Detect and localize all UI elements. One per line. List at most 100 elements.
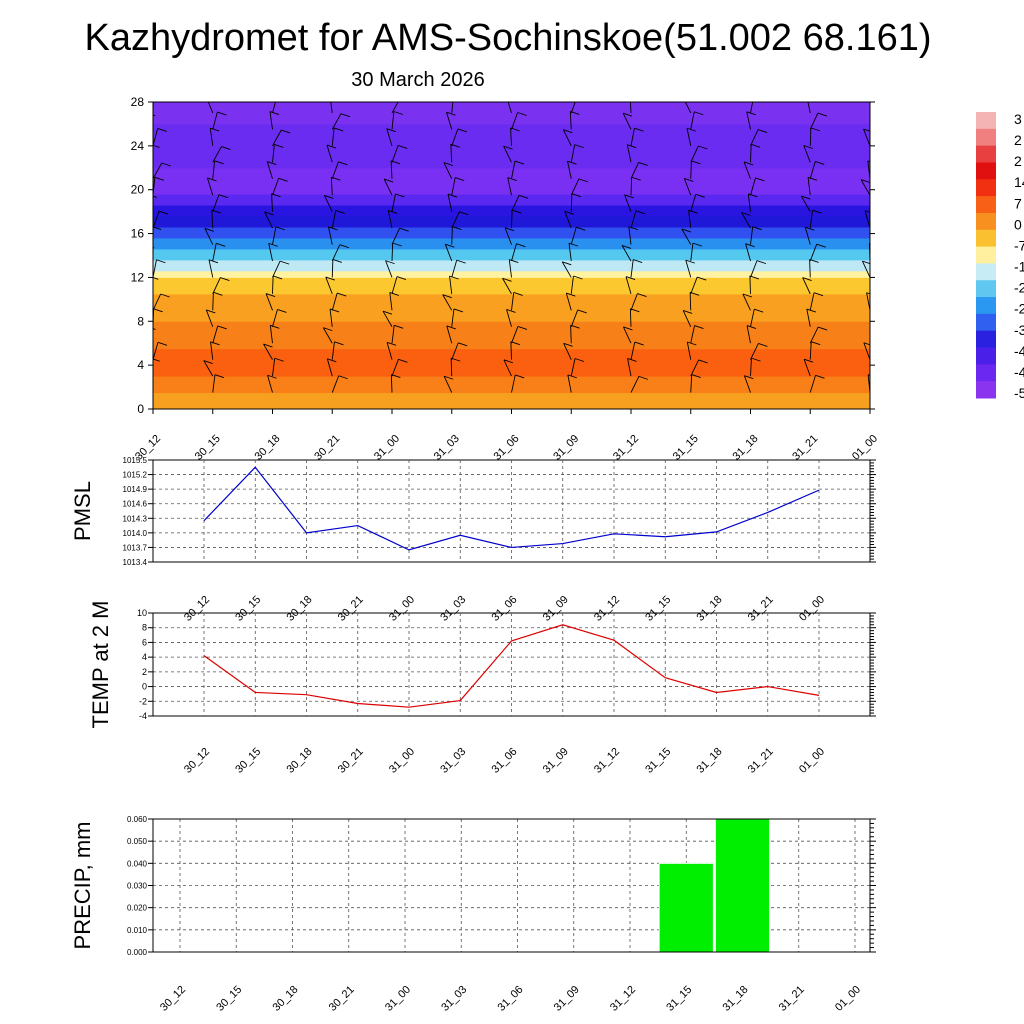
wind-barb — [204, 228, 214, 245]
wind-barb — [331, 127, 335, 146]
wind-barb-flag — [275, 226, 286, 231]
wind-barb-flag — [398, 144, 408, 149]
wind-barb-flag — [337, 292, 347, 297]
wind-barb — [809, 112, 819, 130]
wind-barb — [212, 160, 216, 179]
wind-barb-flag — [578, 178, 588, 183]
wind-barb-flag — [218, 194, 229, 199]
wind-barb-flag — [157, 341, 168, 346]
colorbar-swatch — [976, 313, 996, 332]
y-tick-label: 1015.5 — [123, 456, 148, 465]
x-tick-label: 31_12 — [592, 594, 622, 624]
wind-barb — [688, 210, 692, 229]
wind-barb-flag — [875, 359, 884, 362]
wind-barb — [268, 243, 273, 262]
wind-barb-flag — [816, 243, 826, 248]
wind-barb — [741, 212, 751, 229]
wind-barb — [510, 341, 512, 360]
x-tick-label: 31_00 — [387, 746, 417, 776]
wind-barb-flag — [399, 227, 409, 232]
wind-barb-flag — [458, 342, 468, 347]
wind-barb-flag — [811, 341, 821, 346]
wind-barb — [451, 177, 456, 196]
wind-barb — [391, 276, 398, 294]
wind-barb — [212, 292, 214, 311]
wind-barb — [503, 145, 512, 163]
y-tick-label: 1014.0 — [123, 529, 148, 538]
y-tick-label: 6 — [142, 637, 147, 647]
colorbar-label: -2 — [1014, 280, 1024, 296]
wind-barb-flag — [743, 161, 754, 166]
colorbar-label: -4 — [1014, 364, 1024, 380]
wind-barb-flag — [637, 293, 647, 297]
wind-barb — [331, 292, 338, 311]
y-tick-label: 20 — [131, 183, 145, 197]
wind-barb — [869, 243, 870, 245]
colorbar-label: -1 — [1014, 259, 1024, 275]
wind-barb-flag — [269, 111, 280, 116]
wind-barb — [511, 112, 519, 130]
wind-barb-flag — [692, 242, 703, 247]
wind-barb-flag — [217, 325, 227, 330]
wind-barb-flag — [622, 112, 633, 117]
colorbar-swatch — [976, 145, 996, 163]
wind-barb-flag — [684, 177, 694, 182]
x-tick-label: 31_09 — [552, 984, 582, 1014]
colorbar-swatch — [976, 229, 996, 248]
wind-barb — [391, 111, 395, 130]
wind-barb-flag — [757, 129, 768, 133]
colorbar-label: 14 — [1014, 174, 1024, 190]
wind-barb — [565, 292, 572, 311]
wind-barb-flag — [394, 324, 404, 329]
wind-barb — [624, 194, 632, 212]
precip-plot: 0.000 0.010 0.020 0.030 0.040 0.050 0.060 PRECI… — [70, 815, 876, 1014]
wind-barb — [449, 275, 453, 294]
wind-barb — [212, 194, 220, 212]
wind-barb-flag — [340, 113, 351, 118]
wind-barb — [630, 259, 634, 278]
heatmap-bands — [153, 102, 884, 409]
wind-barb — [443, 376, 453, 393]
wind-barb-flag — [334, 341, 344, 346]
colorbar-label: 2 — [1014, 153, 1022, 169]
wind-barb-flag — [805, 226, 815, 231]
wind-barb — [510, 127, 512, 146]
y-tick-label: -4 — [139, 711, 147, 721]
wind-barb-flag — [625, 276, 636, 280]
wind-barb — [750, 129, 759, 147]
wind-barb — [630, 210, 637, 229]
wind-barb-flag — [746, 111, 756, 116]
y-tick-label: 8 — [137, 314, 144, 328]
wind-barb-flag — [807, 176, 818, 181]
wind-barb-flag — [815, 374, 825, 379]
wind-barb-flag — [327, 358, 337, 363]
wind-barb-flag — [695, 193, 705, 198]
wind-barb — [272, 275, 274, 294]
wind-barb-flag — [338, 161, 348, 166]
wind-barb — [866, 292, 870, 311]
wind-barb-flag — [156, 259, 166, 264]
wind-barb — [869, 374, 870, 377]
wind-barb — [630, 162, 640, 179]
wind-barb — [511, 160, 516, 179]
wind-barb — [747, 193, 751, 212]
wind-barb-flag — [698, 145, 708, 150]
wind-barb-flag — [386, 128, 396, 133]
y-tick-label: 4 — [137, 358, 144, 372]
wind-barb — [750, 144, 752, 163]
x-tick-label: 31_03 — [439, 984, 469, 1014]
colorbar-swatch — [976, 280, 996, 298]
wind-barb — [442, 294, 453, 311]
wind-barb-flag — [153, 114, 156, 117]
wind-barb-flag — [751, 357, 761, 362]
wind-barb — [807, 102, 811, 114]
wind-barb-flag — [694, 111, 704, 116]
wind-barb — [331, 259, 334, 278]
wind-barb-flag — [516, 243, 526, 248]
wind-barb-flag — [268, 242, 278, 247]
y-tick-label: 4 — [142, 652, 147, 662]
colorbar-label: -3 — [1014, 322, 1024, 338]
wind-barb — [264, 211, 273, 229]
wind-barb-flag — [503, 359, 514, 364]
